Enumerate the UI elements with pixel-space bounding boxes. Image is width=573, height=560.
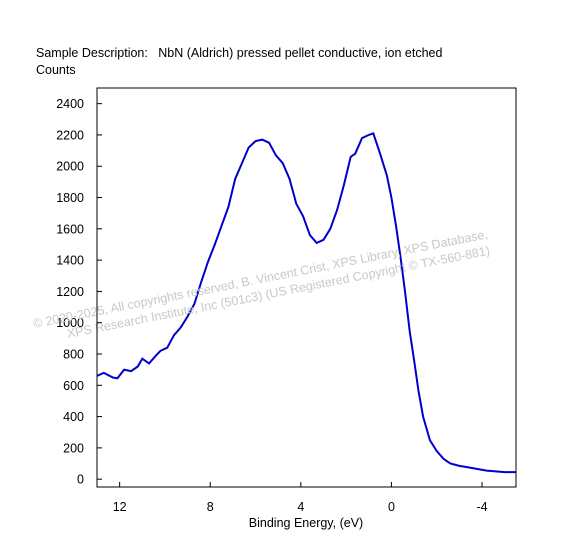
- y-tick-label: 2000: [56, 160, 84, 174]
- y-tick-label: 2400: [56, 97, 84, 111]
- y-tick-label: 600: [63, 379, 84, 393]
- description-value: NbN (Aldrich) pressed pellet conductive,…: [158, 46, 443, 60]
- spectrum-line: [96, 132, 516, 474]
- y-tick-label: 1200: [56, 285, 84, 299]
- x-axis-label: Binding Energy, (eV): [249, 516, 363, 530]
- watermark-line-2: XPS Research Institute, Inc (501c3) (US …: [66, 244, 491, 341]
- y-tick-label: 200: [63, 441, 84, 455]
- copyright-watermark: © 2020-2025, All copyrights reserved, B.…: [32, 227, 491, 341]
- y-tick-label: 2200: [56, 128, 84, 142]
- x-tick-label: 8: [207, 500, 214, 514]
- y-tick-label: 0: [77, 473, 84, 487]
- x-tick-label: 4: [297, 500, 304, 514]
- y-axis-label: Counts: [36, 63, 76, 77]
- x-tick-label: 12: [113, 500, 127, 514]
- y-axis: 0 200 400 600 800 1000 1200 1400 1600 1800 2000 220…: [56, 97, 102, 487]
- x-tick-label: 0: [388, 500, 395, 514]
- y-tick-label: 1400: [56, 254, 84, 268]
- y-tick-label: 800: [63, 348, 84, 362]
- y-tick-label: 400: [63, 410, 84, 424]
- y-tick-label: 1600: [56, 222, 84, 236]
- watermark-line-1: © 2020-2025, All copyrights reserved, B.…: [32, 227, 489, 331]
- x-tick-label: -4: [476, 500, 487, 514]
- description-label: Sample Description:: [36, 46, 148, 60]
- plot-frame: [96, 87, 517, 488]
- y-tick-label: 1000: [56, 316, 84, 330]
- x-axis: 12 8 4 0 -4: [113, 482, 488, 514]
- sample-description: Sample Description: NbN (Aldrich) presse…: [36, 46, 442, 60]
- y-tick-label: 1800: [56, 191, 84, 205]
